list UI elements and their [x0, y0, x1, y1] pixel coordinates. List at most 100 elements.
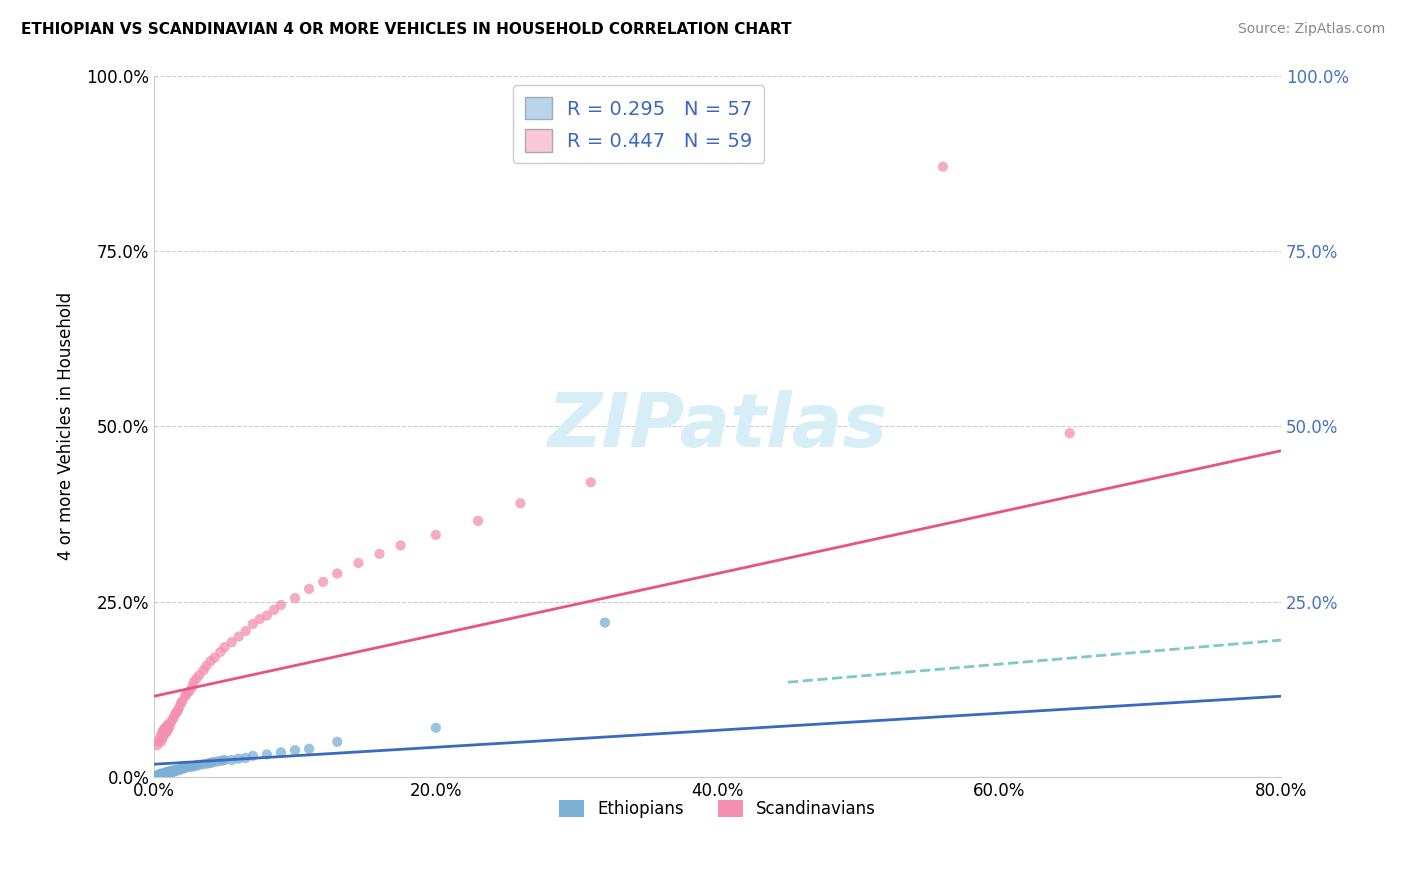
- Point: [242, 617, 264, 632]
- Point: [593, 615, 616, 630]
- Point: [157, 764, 180, 779]
- Point: [156, 719, 179, 733]
- Point: [204, 650, 226, 665]
- Point: [155, 767, 177, 781]
- Point: [149, 731, 172, 746]
- Text: ETHIOPIAN VS SCANDINAVIAN 4 OR MORE VEHICLES IN HOUSEHOLD CORRELATION CHART: ETHIOPIAN VS SCANDINAVIAN 4 OR MORE VEHI…: [21, 22, 792, 37]
- Point: [228, 630, 250, 644]
- Y-axis label: 4 or more Vehicles in Household: 4 or more Vehicles in Household: [58, 293, 75, 560]
- Point: [181, 759, 204, 773]
- Point: [150, 735, 173, 749]
- Point: [152, 768, 174, 782]
- Point: [156, 764, 179, 779]
- Point: [193, 663, 215, 677]
- Point: [202, 755, 225, 769]
- Point: [172, 694, 194, 708]
- Point: [235, 751, 257, 765]
- Legend: Ethiopians, Scandinavians: Ethiopians, Scandinavians: [553, 793, 883, 824]
- Point: [153, 728, 176, 742]
- Point: [214, 753, 236, 767]
- Point: [284, 591, 307, 605]
- Point: [179, 684, 201, 698]
- Point: [209, 645, 232, 659]
- Point: [176, 760, 198, 774]
- Point: [211, 754, 233, 768]
- Point: [159, 765, 181, 780]
- Point: [326, 735, 349, 749]
- Point: [160, 764, 183, 779]
- Point: [155, 765, 177, 780]
- Point: [152, 731, 174, 746]
- Point: [148, 768, 170, 782]
- Point: [200, 654, 222, 668]
- Point: [256, 747, 278, 762]
- Point: [174, 690, 197, 704]
- Point: [173, 761, 195, 775]
- Point: [162, 712, 184, 726]
- Point: [186, 672, 208, 686]
- Point: [389, 538, 412, 552]
- Point: [153, 766, 176, 780]
- Point: [150, 766, 173, 780]
- Point: [155, 721, 177, 735]
- Point: [172, 761, 194, 775]
- Point: [169, 763, 191, 777]
- Point: [1059, 426, 1081, 441]
- Point: [156, 766, 179, 780]
- Point: [509, 496, 531, 510]
- Point: [312, 574, 335, 589]
- Point: [188, 758, 211, 772]
- Point: [256, 608, 278, 623]
- Point: [263, 603, 285, 617]
- Point: [235, 624, 257, 638]
- Point: [242, 748, 264, 763]
- Point: [163, 764, 186, 779]
- Point: [146, 768, 169, 782]
- Point: [148, 735, 170, 749]
- Point: [160, 715, 183, 730]
- Point: [425, 721, 447, 735]
- Point: [270, 598, 292, 612]
- Point: [150, 768, 173, 782]
- Point: [181, 680, 204, 694]
- Point: [174, 761, 197, 775]
- Point: [183, 759, 205, 773]
- Point: [166, 763, 188, 777]
- Point: [169, 699, 191, 714]
- Point: [157, 717, 180, 731]
- Point: [152, 767, 174, 781]
- Point: [150, 728, 173, 742]
- Point: [170, 696, 193, 710]
- Point: [166, 706, 188, 720]
- Point: [160, 764, 183, 779]
- Point: [152, 724, 174, 739]
- Point: [467, 514, 489, 528]
- Point: [207, 755, 229, 769]
- Point: [195, 659, 218, 673]
- Point: [159, 764, 181, 779]
- Point: [347, 556, 370, 570]
- Point: [162, 764, 184, 778]
- Point: [425, 528, 447, 542]
- Point: [176, 687, 198, 701]
- Point: [170, 761, 193, 775]
- Point: [149, 768, 172, 782]
- Point: [155, 726, 177, 740]
- Point: [200, 756, 222, 770]
- Point: [188, 668, 211, 682]
- Point: [159, 719, 181, 733]
- Point: [167, 763, 190, 777]
- Point: [157, 722, 180, 736]
- Point: [228, 751, 250, 765]
- Point: [183, 675, 205, 690]
- Point: [146, 739, 169, 753]
- Point: [157, 766, 180, 780]
- Point: [368, 547, 391, 561]
- Point: [932, 160, 955, 174]
- Point: [167, 703, 190, 717]
- Point: [193, 757, 215, 772]
- Point: [298, 582, 321, 596]
- Point: [249, 612, 271, 626]
- Point: [165, 706, 187, 721]
- Point: [166, 764, 188, 778]
